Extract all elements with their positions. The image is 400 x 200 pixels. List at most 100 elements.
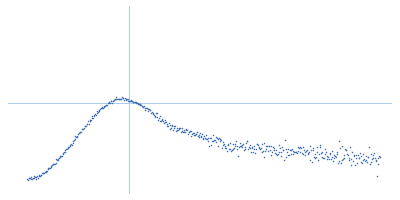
Point: [347, 145, 353, 148]
Point: [162, 118, 168, 121]
Point: [100, 107, 106, 110]
Point: [229, 147, 236, 151]
Point: [358, 161, 364, 164]
Point: [348, 158, 354, 161]
Point: [69, 141, 76, 144]
Point: [50, 162, 56, 165]
Point: [238, 145, 244, 148]
Point: [292, 150, 298, 153]
Point: [275, 153, 281, 156]
Point: [234, 145, 240, 148]
Point: [320, 157, 326, 160]
Point: [197, 131, 203, 134]
Point: [340, 157, 347, 160]
Point: [192, 133, 199, 136]
Point: [142, 108, 148, 111]
Point: [29, 177, 35, 180]
Point: [129, 99, 135, 103]
Point: [48, 164, 54, 167]
Point: [184, 129, 190, 132]
Point: [122, 99, 129, 102]
Point: [281, 159, 287, 162]
Point: [76, 131, 83, 134]
Point: [263, 144, 270, 148]
Point: [172, 125, 178, 128]
Point: [179, 127, 186, 130]
Point: [135, 103, 142, 106]
Point: [331, 153, 338, 157]
Point: [111, 99, 118, 102]
Point: [53, 157, 60, 160]
Point: [318, 155, 325, 158]
Point: [330, 160, 336, 163]
Point: [324, 158, 330, 161]
Point: [244, 139, 250, 142]
Point: [286, 154, 292, 157]
Point: [102, 105, 108, 108]
Point: [50, 163, 56, 166]
Point: [190, 132, 196, 135]
Point: [202, 133, 209, 137]
Point: [265, 149, 271, 152]
Point: [93, 113, 99, 116]
Point: [62, 150, 68, 154]
Point: [195, 134, 201, 137]
Point: [358, 154, 364, 158]
Point: [374, 163, 381, 166]
Point: [82, 124, 88, 128]
Point: [94, 109, 100, 113]
Point: [159, 118, 166, 121]
Point: [250, 150, 256, 153]
Point: [144, 106, 150, 109]
Point: [376, 156, 383, 159]
Point: [300, 152, 306, 156]
Point: [68, 143, 74, 146]
Point: [304, 152, 311, 155]
Point: [115, 98, 121, 101]
Point: [272, 151, 278, 154]
Point: [233, 139, 239, 142]
Point: [144, 107, 151, 111]
Point: [102, 104, 109, 107]
Point: [154, 115, 160, 118]
Point: [107, 101, 113, 104]
Point: [371, 151, 377, 154]
Point: [99, 107, 106, 110]
Point: [238, 144, 245, 147]
Point: [224, 149, 230, 153]
Point: [249, 147, 256, 150]
Point: [324, 155, 330, 158]
Point: [40, 171, 46, 174]
Point: [177, 126, 183, 129]
Point: [143, 106, 149, 109]
Point: [259, 143, 266, 146]
Point: [350, 154, 357, 157]
Point: [44, 168, 51, 171]
Point: [85, 119, 91, 123]
Point: [360, 153, 366, 156]
Point: [118, 97, 124, 101]
Point: [303, 149, 309, 152]
Point: [284, 150, 290, 153]
Point: [170, 126, 177, 129]
Point: [98, 106, 105, 109]
Point: [317, 144, 324, 147]
Point: [28, 177, 35, 180]
Point: [273, 152, 280, 156]
Point: [185, 132, 191, 136]
Point: [91, 113, 98, 116]
Point: [63, 148, 69, 151]
Point: [220, 143, 226, 146]
Point: [208, 144, 214, 147]
Point: [343, 148, 350, 151]
Point: [295, 150, 302, 153]
Point: [37, 174, 43, 177]
Point: [173, 128, 180, 131]
Point: [357, 151, 363, 154]
Point: [71, 138, 77, 141]
Point: [345, 153, 351, 156]
Point: [304, 149, 310, 152]
Point: [255, 144, 261, 147]
Point: [88, 119, 94, 122]
Point: [237, 145, 244, 148]
